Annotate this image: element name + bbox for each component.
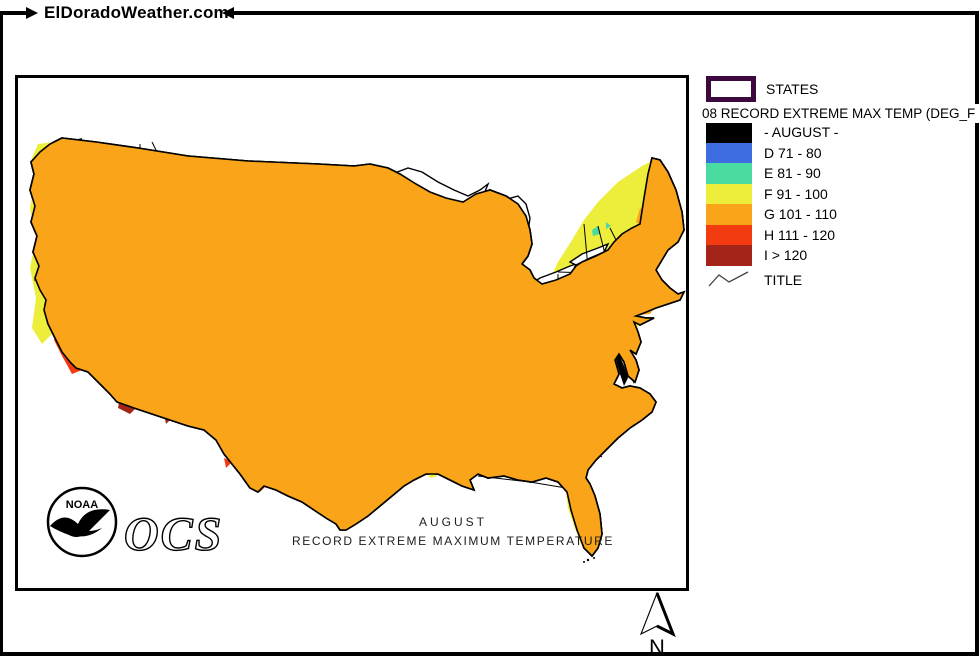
legend-class-swatch xyxy=(706,224,752,245)
states-label: STATES xyxy=(766,81,819,97)
legend-class-swatch xyxy=(706,142,752,163)
legend-title-row: TITLE xyxy=(706,268,802,292)
legend-class-label: D 71 - 80 xyxy=(764,144,822,161)
top-border-left xyxy=(0,11,26,15)
legend-class-row: - AUGUST - xyxy=(706,122,838,143)
right-border xyxy=(975,11,979,656)
legend-class-label: I > 120 xyxy=(764,247,808,264)
legend-class-swatch xyxy=(706,163,752,184)
legend-class-row: F 91 - 100 xyxy=(706,183,838,204)
map-frame: NOAA OCS AUGUST RECORD EXTREME MAXIMUM T… xyxy=(15,75,689,591)
map-caption: AUGUST RECORD EXTREME MAXIMUM TEMPERATUR… xyxy=(273,515,633,548)
arrow-left-icon xyxy=(222,7,234,19)
legend-class-row: E 81 - 90 xyxy=(706,163,838,184)
legend-states-row: STATES xyxy=(706,76,818,102)
legend-class-label: E 81 - 90 xyxy=(764,165,821,182)
caption-month: AUGUST xyxy=(418,515,487,529)
svg-text:OCS: OCS xyxy=(124,508,223,561)
legend-class-swatch xyxy=(706,183,752,204)
noaa-logo-icon: NOAA xyxy=(46,486,118,558)
svg-text:NOAA: NOAA xyxy=(66,499,98,511)
caption-title: RECORD EXTREME MAXIMUM TEMPERATURE xyxy=(292,534,614,548)
legend-class-swatch xyxy=(706,122,752,143)
legend-class-swatch xyxy=(706,204,752,225)
legend-class-label: F 91 - 100 xyxy=(764,185,828,202)
bottom-border xyxy=(0,652,979,656)
legend-class-row: H 111 - 120 xyxy=(706,224,838,245)
legend-classes: - AUGUST - D 71 - 80 E 81 - 90 F 91 - 100 G … xyxy=(706,122,838,266)
legend-class-label: H 111 - 120 xyxy=(764,226,836,243)
us-temperature-map xyxy=(29,137,686,563)
ocs-logo: OCS xyxy=(123,507,223,561)
legend-class-row: G 101 - 110 xyxy=(706,204,838,225)
legend-class-label: - AUGUST - xyxy=(764,124,839,141)
states-outline-swatch xyxy=(706,76,756,102)
svg-text:N: N xyxy=(649,635,665,659)
legend-title: 08 RECORD EXTREME MAX TEMP (DEG_F xyxy=(702,104,980,123)
site-title: ElDoradoWeather.com xyxy=(44,3,229,22)
legend-class-swatch xyxy=(706,245,752,266)
legend-class-label: G 101 - 110 xyxy=(764,206,837,223)
arrow-right-icon xyxy=(26,7,38,19)
legend-class-row: I > 120 xyxy=(706,245,838,266)
legend-class-row: D 71 - 80 xyxy=(706,142,838,163)
legend-title-row-label: TITLE xyxy=(764,272,803,288)
zigzag-line-icon xyxy=(708,271,749,287)
left-border xyxy=(0,11,3,656)
top-border-right xyxy=(234,11,976,15)
north-arrow-icon: N xyxy=(639,591,676,659)
